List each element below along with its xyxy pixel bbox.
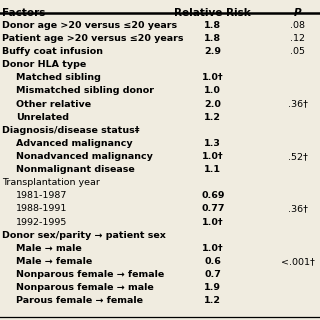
Text: 0.77: 0.77: [201, 204, 225, 213]
Text: Factors: Factors: [2, 8, 45, 18]
Text: 1.0: 1.0: [204, 86, 221, 95]
Text: Matched sibling: Matched sibling: [16, 73, 101, 82]
Text: 1.9: 1.9: [204, 283, 221, 292]
Text: Donor HLA type: Donor HLA type: [2, 60, 86, 69]
Text: Advanced malignancy: Advanced malignancy: [16, 139, 132, 148]
Text: 2.0: 2.0: [204, 100, 221, 108]
Text: Mismatched sibling donor: Mismatched sibling donor: [16, 86, 154, 95]
Text: Male → female: Male → female: [16, 257, 92, 266]
Text: .05: .05: [290, 47, 305, 56]
Text: Relative Risk: Relative Risk: [174, 8, 251, 18]
Text: 1.1: 1.1: [204, 165, 221, 174]
Text: 1981-1987: 1981-1987: [16, 191, 68, 200]
Text: 0.7: 0.7: [204, 270, 221, 279]
Text: Diagnosis/disease status‡: Diagnosis/disease status‡: [2, 126, 139, 135]
Text: Nonadvanced malignancy: Nonadvanced malignancy: [16, 152, 153, 161]
Text: .08: .08: [290, 21, 305, 30]
Text: 1.0†: 1.0†: [202, 218, 224, 227]
Text: Parous female → female: Parous female → female: [16, 296, 143, 305]
Text: 1.3: 1.3: [204, 139, 221, 148]
Text: 0.69: 0.69: [201, 191, 225, 200]
Text: .36†: .36†: [288, 100, 308, 108]
Text: 2.9: 2.9: [204, 47, 221, 56]
Text: Other relative: Other relative: [16, 100, 91, 108]
Text: 1.2: 1.2: [204, 296, 221, 305]
Text: .12: .12: [290, 34, 305, 43]
Text: Patient age >20 versus ≤20 years: Patient age >20 versus ≤20 years: [2, 34, 183, 43]
Text: Male → male: Male → male: [16, 244, 82, 253]
Text: 1.8: 1.8: [204, 34, 221, 43]
Text: 0.6: 0.6: [204, 257, 221, 266]
Text: .52†: .52†: [288, 152, 308, 161]
Text: Transplantation year: Transplantation year: [2, 178, 100, 187]
Text: <.001†: <.001†: [281, 257, 315, 266]
Text: Unrelated: Unrelated: [16, 113, 69, 122]
Text: 1.2: 1.2: [204, 113, 221, 122]
Text: 1.0†: 1.0†: [202, 244, 224, 253]
Text: 1988-1991: 1988-1991: [16, 204, 68, 213]
Text: 1.0†: 1.0†: [202, 152, 224, 161]
Text: Donor sex/parity → patient sex: Donor sex/parity → patient sex: [2, 231, 165, 240]
Text: P: P: [294, 8, 301, 18]
Text: Nonmalignant disease: Nonmalignant disease: [16, 165, 135, 174]
Text: Buffy coat infusion: Buffy coat infusion: [2, 47, 103, 56]
Text: Donor age >20 versus ≤20 years: Donor age >20 versus ≤20 years: [2, 21, 177, 30]
Text: 1992-1995: 1992-1995: [16, 218, 68, 227]
Text: 1.8: 1.8: [204, 21, 221, 30]
Text: Nonparous female → female: Nonparous female → female: [16, 270, 164, 279]
Text: .36†: .36†: [288, 204, 308, 213]
Text: Nonparous female → male: Nonparous female → male: [16, 283, 154, 292]
Text: 1.0†: 1.0†: [202, 73, 224, 82]
